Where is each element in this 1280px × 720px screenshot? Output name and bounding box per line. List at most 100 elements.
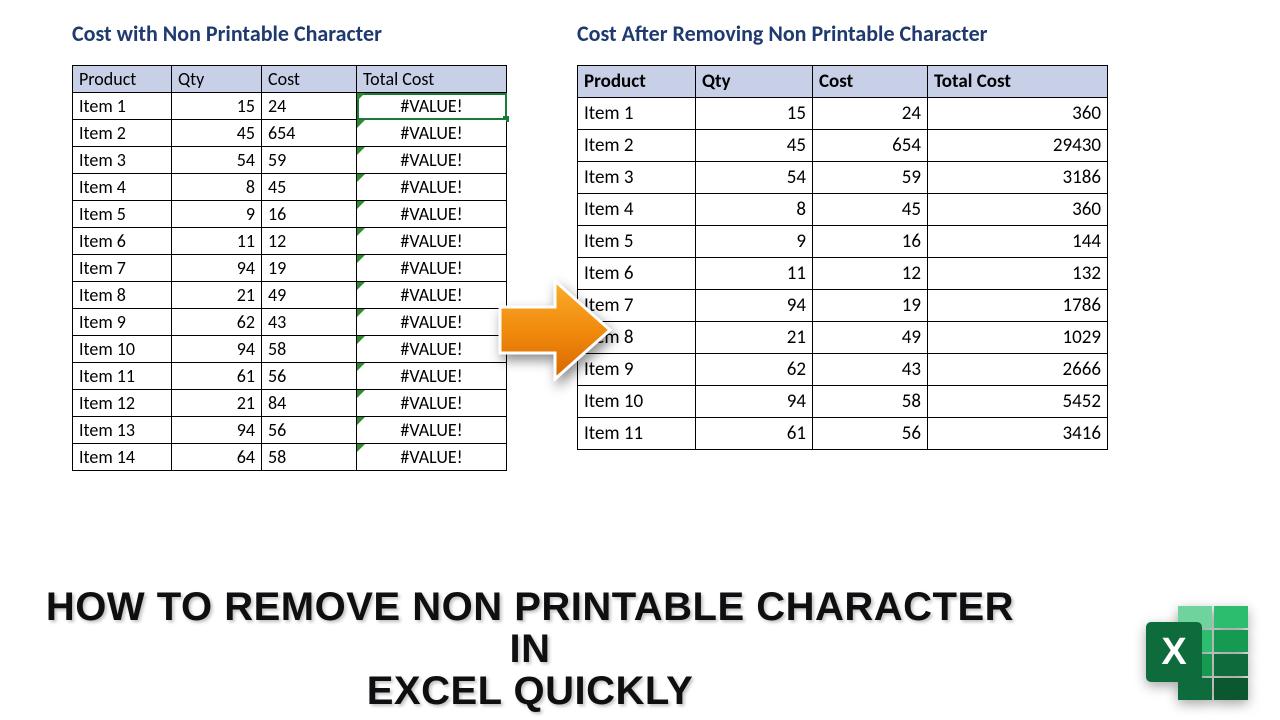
- table-cell[interactable]: #VALUE!: [357, 201, 507, 228]
- table-cell[interactable]: Item 12: [73, 390, 172, 417]
- table-cell[interactable]: 1786: [928, 290, 1108, 322]
- table-cell[interactable]: 54: [172, 147, 262, 174]
- table-cell[interactable]: 24: [813, 98, 928, 130]
- table-cell[interactable]: #VALUE!: [357, 174, 507, 201]
- table-cell[interactable]: 62: [172, 309, 262, 336]
- table-cell[interactable]: 64: [172, 444, 262, 471]
- table-cell[interactable]: Item 10: [73, 336, 172, 363]
- table-cell[interactable]: Item 4: [578, 194, 696, 226]
- table-cell[interactable]: 15: [172, 93, 262, 120]
- table-cell[interactable]: 45: [813, 194, 928, 226]
- table-cell[interactable]: 12: [262, 228, 357, 255]
- table-cell[interactable]: 54: [696, 162, 813, 194]
- table-cell[interactable]: #VALUE!: [357, 255, 507, 282]
- table-cell[interactable]: 58: [262, 444, 357, 471]
- table-cell[interactable]: #VALUE!: [357, 363, 507, 390]
- table-cell[interactable]: #VALUE!: [357, 93, 507, 120]
- table-cell[interactable]: Item 14: [73, 444, 172, 471]
- table-cell[interactable]: 84: [262, 390, 357, 417]
- table-cell[interactable]: 21: [172, 390, 262, 417]
- table-cell[interactable]: Item 2: [73, 120, 172, 147]
- table-cell[interactable]: 21: [172, 282, 262, 309]
- table-cell[interactable]: 94: [696, 386, 813, 418]
- table-row: Item 1094585452: [578, 386, 1108, 418]
- table-cell[interactable]: #VALUE!: [357, 336, 507, 363]
- table-cell[interactable]: #VALUE!: [357, 444, 507, 471]
- table-cell[interactable]: Item 4: [73, 174, 172, 201]
- table-cell[interactable]: 45: [696, 130, 813, 162]
- table-cell[interactable]: 3186: [928, 162, 1108, 194]
- table-cell[interactable]: 56: [262, 417, 357, 444]
- table-cell[interactable]: Item 1: [73, 93, 172, 120]
- table-row: Item 821491029: [578, 322, 1108, 354]
- table-cell[interactable]: 16: [813, 226, 928, 258]
- table-cell[interactable]: 49: [813, 322, 928, 354]
- table-cell[interactable]: 45: [262, 174, 357, 201]
- table-cell[interactable]: 132: [928, 258, 1108, 290]
- table-cell[interactable]: 3416: [928, 418, 1108, 450]
- table-cell[interactable]: 16: [262, 201, 357, 228]
- table-cell[interactable]: #VALUE!: [357, 228, 507, 255]
- table-cell[interactable]: 61: [172, 363, 262, 390]
- table-cell[interactable]: Item 7: [73, 255, 172, 282]
- table-cell[interactable]: 94: [172, 336, 262, 363]
- table-cell[interactable]: 94: [172, 255, 262, 282]
- table-cell[interactable]: Item 13: [73, 417, 172, 444]
- table-cell[interactable]: Item 8: [73, 282, 172, 309]
- table-cell[interactable]: 21: [696, 322, 813, 354]
- table-cell[interactable]: 49: [262, 282, 357, 309]
- table-cell[interactable]: 58: [813, 386, 928, 418]
- column-header: Total Cost: [928, 66, 1108, 98]
- table-cell[interactable]: Item 1: [578, 98, 696, 130]
- table-cell[interactable]: 2666: [928, 354, 1108, 386]
- table-cell[interactable]: 360: [928, 194, 1108, 226]
- table-cell[interactable]: 19: [813, 290, 928, 322]
- table-cell[interactable]: 62: [696, 354, 813, 386]
- table-cell[interactable]: 43: [262, 309, 357, 336]
- table-cell[interactable]: 654: [813, 130, 928, 162]
- table-cell[interactable]: 59: [813, 162, 928, 194]
- table-cell[interactable]: #VALUE!: [357, 120, 507, 147]
- table-cell[interactable]: 59: [262, 147, 357, 174]
- table-cell[interactable]: 94: [696, 290, 813, 322]
- table-cell[interactable]: 360: [928, 98, 1108, 130]
- table-cell[interactable]: 8: [696, 194, 813, 226]
- table-row: Item 24565429430: [578, 130, 1108, 162]
- table-cell[interactable]: 9: [696, 226, 813, 258]
- table-cell[interactable]: 11: [172, 228, 262, 255]
- table-cell[interactable]: #VALUE!: [357, 282, 507, 309]
- table-cell[interactable]: 94: [172, 417, 262, 444]
- table-cell[interactable]: Item 9: [73, 309, 172, 336]
- table-cell[interactable]: 56: [262, 363, 357, 390]
- table-cell[interactable]: #VALUE!: [357, 147, 507, 174]
- table-cell[interactable]: 12: [813, 258, 928, 290]
- table-cell[interactable]: 9: [172, 201, 262, 228]
- table-cell[interactable]: #VALUE!: [357, 417, 507, 444]
- table-cell[interactable]: Item 5: [578, 226, 696, 258]
- table-cell[interactable]: Item 3: [578, 162, 696, 194]
- table-cell[interactable]: 58: [262, 336, 357, 363]
- table-cell[interactable]: #VALUE!: [357, 390, 507, 417]
- table-cell[interactable]: 19: [262, 255, 357, 282]
- table-cell[interactable]: 144: [928, 226, 1108, 258]
- table-cell[interactable]: 654: [262, 120, 357, 147]
- table-cell[interactable]: 11: [696, 258, 813, 290]
- table-cell[interactable]: Item 11: [578, 418, 696, 450]
- table-cell[interactable]: 1029: [928, 322, 1108, 354]
- table-cell[interactable]: Item 5: [73, 201, 172, 228]
- table-cell[interactable]: 56: [813, 418, 928, 450]
- table-cell[interactable]: Item 10: [578, 386, 696, 418]
- table-cell[interactable]: 43: [813, 354, 928, 386]
- table-cell[interactable]: 29430: [928, 130, 1108, 162]
- table-cell[interactable]: Item 6: [73, 228, 172, 255]
- table-cell[interactable]: Item 11: [73, 363, 172, 390]
- table-cell[interactable]: #VALUE!: [357, 309, 507, 336]
- table-cell[interactable]: 61: [696, 418, 813, 450]
- table-cell[interactable]: 15: [696, 98, 813, 130]
- table-cell[interactable]: 5452: [928, 386, 1108, 418]
- table-cell[interactable]: 24: [262, 93, 357, 120]
- table-cell[interactable]: 45: [172, 120, 262, 147]
- table-cell[interactable]: 8: [172, 174, 262, 201]
- table-cell[interactable]: Item 3: [73, 147, 172, 174]
- table-cell[interactable]: Item 2: [578, 130, 696, 162]
